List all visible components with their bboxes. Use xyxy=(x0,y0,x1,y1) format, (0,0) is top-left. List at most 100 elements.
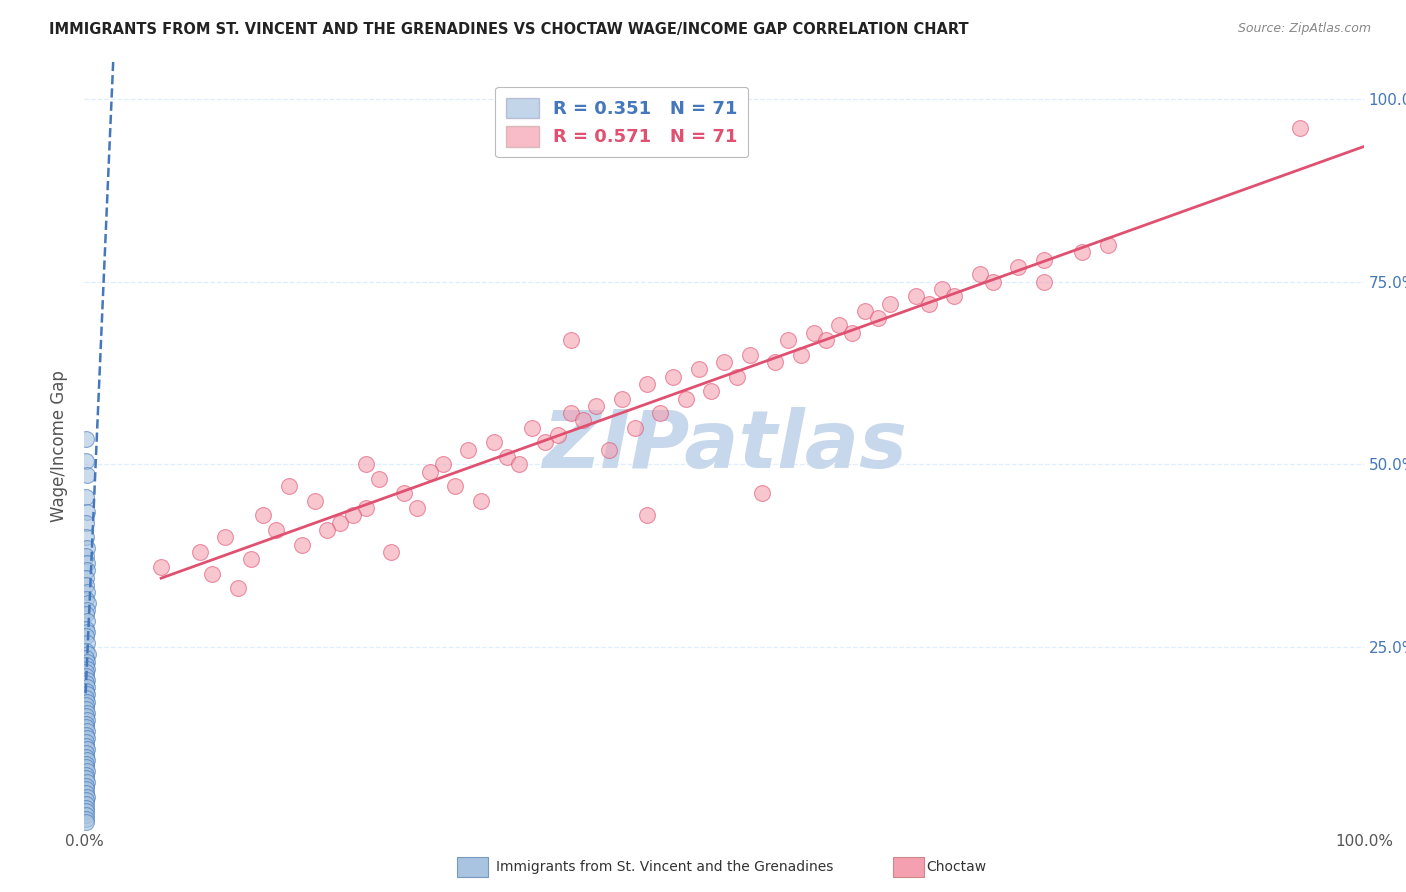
Point xyxy=(76,680,98,694)
Point xyxy=(75,665,97,680)
Point xyxy=(367,472,389,486)
Point xyxy=(76,731,98,746)
Point xyxy=(150,559,173,574)
Text: IMMIGRANTS FROM ST. VINCENT AND THE GRENADINES VS CHOCTAW WAGE/INCOME GAP CORREL: IMMIGRANTS FROM ST. VINCENT AND THE GREN… xyxy=(49,22,969,37)
Point xyxy=(560,333,582,347)
Point xyxy=(585,399,607,413)
Point xyxy=(444,479,467,493)
Point xyxy=(778,333,800,347)
Point xyxy=(75,549,97,563)
Point xyxy=(1032,275,1054,289)
Point xyxy=(380,545,402,559)
Point xyxy=(75,760,97,774)
Point xyxy=(354,501,377,516)
Point xyxy=(75,779,97,793)
Point xyxy=(77,596,100,610)
Point xyxy=(75,651,97,665)
Point xyxy=(75,793,97,807)
Point xyxy=(75,669,97,683)
Point xyxy=(76,706,98,720)
Point xyxy=(75,728,97,742)
Point xyxy=(75,815,97,830)
Point xyxy=(75,709,97,723)
Point xyxy=(75,530,97,544)
Point xyxy=(918,296,941,310)
Point xyxy=(226,582,249,596)
Point xyxy=(76,585,98,599)
Point xyxy=(76,753,98,767)
Point xyxy=(75,746,97,760)
Point xyxy=(75,698,97,713)
Point xyxy=(76,625,98,640)
Point xyxy=(1032,252,1054,267)
Point xyxy=(508,457,530,471)
Point xyxy=(75,592,97,607)
Point xyxy=(1288,121,1310,136)
Point xyxy=(482,435,505,450)
Point xyxy=(75,629,97,643)
Point xyxy=(1071,245,1094,260)
Point xyxy=(495,450,517,464)
Point xyxy=(75,570,97,584)
Point xyxy=(342,508,364,523)
Point xyxy=(688,362,710,376)
Point xyxy=(75,607,97,621)
Point xyxy=(879,296,901,310)
Point xyxy=(560,406,582,420)
Point xyxy=(75,683,97,698)
Point xyxy=(650,406,672,420)
Point xyxy=(76,713,98,727)
Point xyxy=(75,735,97,749)
Point xyxy=(304,493,326,508)
Point xyxy=(76,775,98,789)
Point xyxy=(394,486,416,500)
Point xyxy=(662,369,685,384)
Point xyxy=(905,289,928,303)
Point xyxy=(76,636,98,650)
Point xyxy=(520,421,543,435)
Point xyxy=(75,578,97,592)
Point xyxy=(76,556,98,570)
Point xyxy=(76,615,98,629)
Point xyxy=(406,501,429,516)
Point xyxy=(75,805,97,819)
Point xyxy=(75,797,97,811)
Point xyxy=(201,566,224,581)
Point xyxy=(316,523,339,537)
Point xyxy=(75,739,97,753)
Point xyxy=(214,530,236,544)
Point xyxy=(76,764,98,778)
Point xyxy=(931,282,953,296)
Point xyxy=(76,541,98,556)
Point xyxy=(981,275,1004,289)
Point xyxy=(457,442,479,457)
Point xyxy=(432,457,454,471)
Point xyxy=(77,647,100,661)
Point xyxy=(75,691,97,706)
Point xyxy=(75,453,97,467)
Point xyxy=(419,465,441,479)
Point xyxy=(75,676,97,690)
Point xyxy=(725,369,748,384)
Point xyxy=(75,720,97,734)
Point xyxy=(470,493,492,508)
Point xyxy=(75,490,97,504)
Point xyxy=(354,457,377,471)
Point xyxy=(943,289,966,303)
Point xyxy=(866,311,889,326)
Point xyxy=(598,442,620,457)
Point xyxy=(76,687,98,701)
Point xyxy=(828,318,851,333)
Point xyxy=(1007,260,1029,274)
Point xyxy=(75,756,97,771)
Point xyxy=(623,421,645,435)
Point xyxy=(76,655,98,669)
Point xyxy=(815,333,838,347)
Point xyxy=(572,413,595,427)
Point xyxy=(75,516,97,530)
Point xyxy=(75,772,97,786)
Point xyxy=(547,428,569,442)
Point xyxy=(75,786,97,800)
Point xyxy=(76,723,98,738)
Point xyxy=(76,603,98,617)
